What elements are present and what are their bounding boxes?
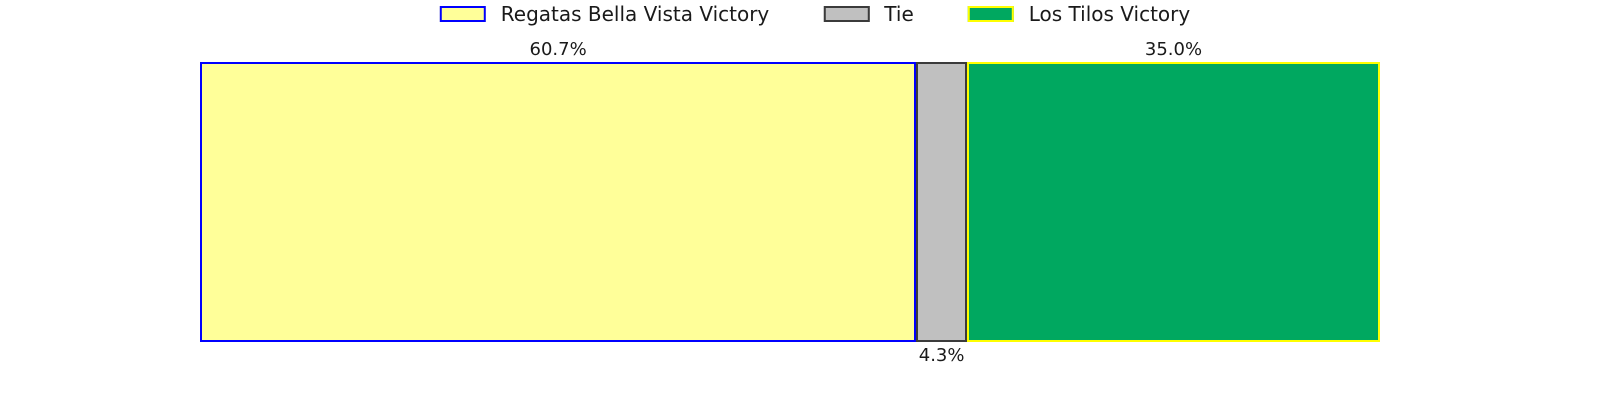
legend-label-tie: Tie <box>884 2 914 26</box>
legend-item-tie: Tie <box>823 2 914 26</box>
bar-segment-regatas-bella-vista: 60.7% <box>200 41 917 342</box>
bar-segment-los-tilos: 35.0% <box>966 41 1380 342</box>
legend-item-regatas-bella-vista: Regatas Bella Vista Victory <box>439 2 770 26</box>
legend-item-los-tilos: Los Tilos Victory <box>967 2 1191 26</box>
value-label-tie: 4.3% <box>918 345 965 366</box>
stacked-probability-bar: 60.7% 4.3% 35.0% <box>200 41 1380 365</box>
legend: Regatas Bella Vista Victory Tie Los Tilo… <box>439 2 1191 26</box>
value-label-los-tilos: 35.0% <box>1144 39 1203 60</box>
bar-segment-tie: 4.3% <box>916 62 967 365</box>
legend-swatch-tie <box>823 6 870 22</box>
legend-label-los-tilos: Los Tilos Victory <box>1028 2 1191 26</box>
legend-swatch-regatas-bella-vista <box>439 6 486 22</box>
value-label-regatas-bella-vista: 60.7% <box>529 39 587 60</box>
legend-swatch-los-tilos <box>967 6 1014 22</box>
legend-label-regatas-bella-vista: Regatas Bella Vista Victory <box>500 2 770 26</box>
